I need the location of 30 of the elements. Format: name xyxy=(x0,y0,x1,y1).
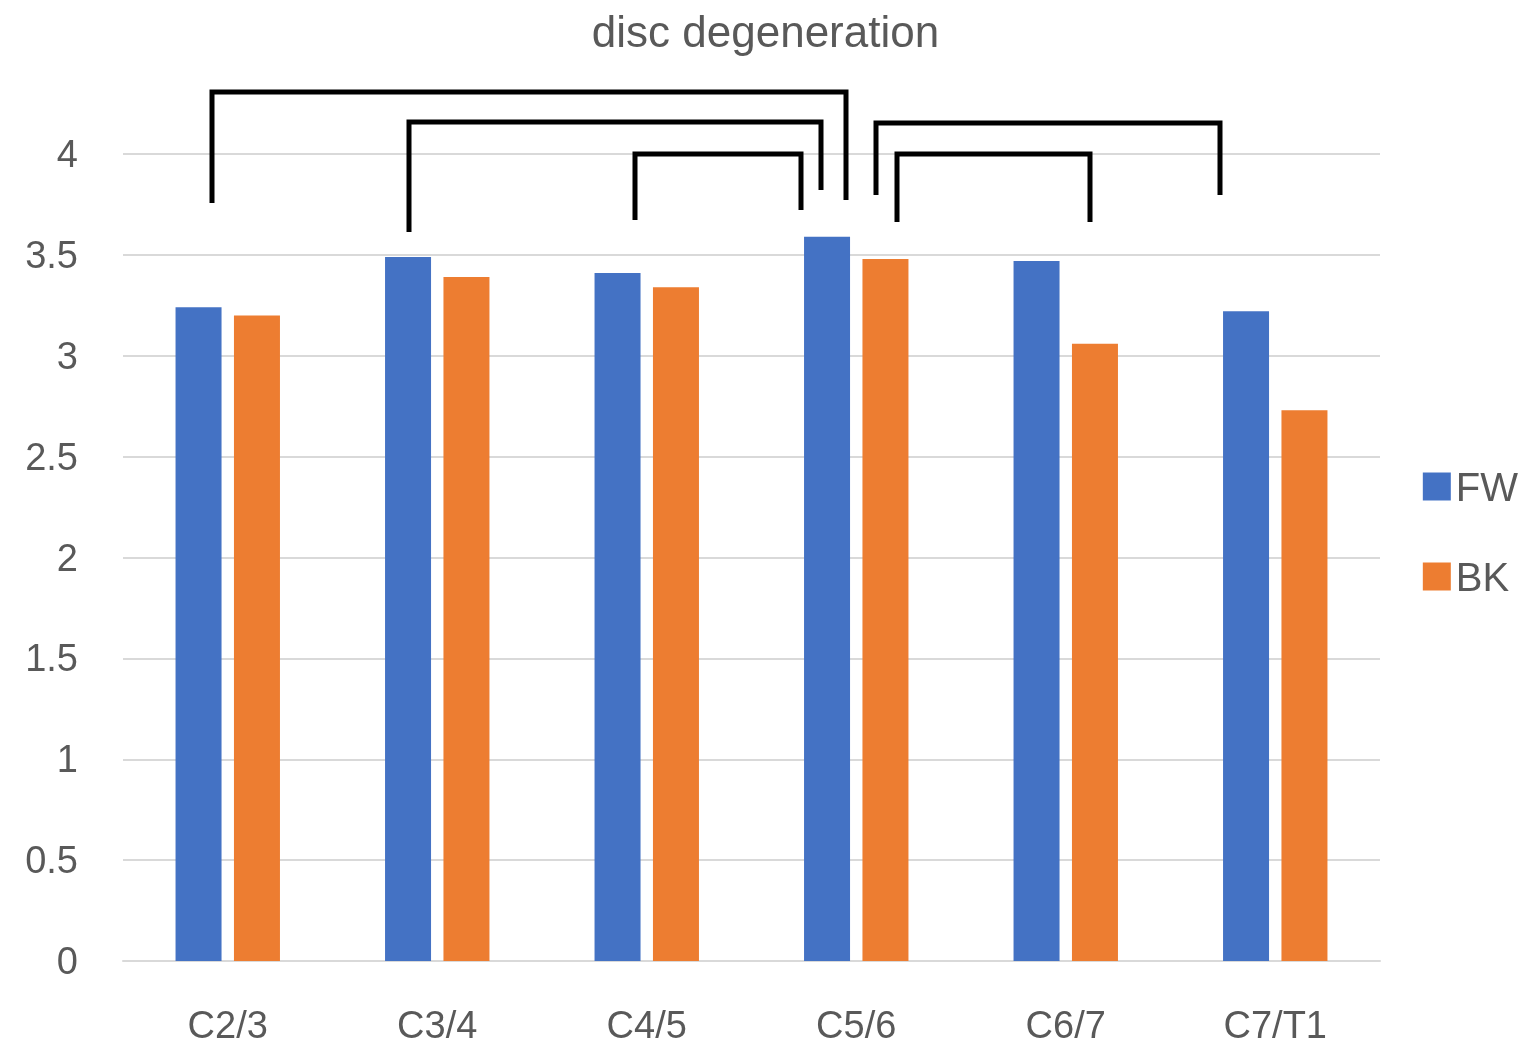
x-tick-label: C3/4 xyxy=(397,1004,478,1046)
x-tick-label: C6/7 xyxy=(1025,1004,1106,1046)
bar xyxy=(1071,343,1118,961)
y-tick-label: 2.5 xyxy=(25,435,78,478)
y-tick-label: 3.5 xyxy=(25,233,78,276)
bar xyxy=(233,315,280,961)
legend-label: BK xyxy=(1455,554,1510,599)
bar xyxy=(652,287,699,961)
bar xyxy=(443,277,490,961)
y-tick-label: 1 xyxy=(56,738,78,781)
bar xyxy=(1223,311,1270,961)
y-tick-label: 1.5 xyxy=(25,637,78,680)
bar xyxy=(175,307,222,961)
x-tick-label: C5/6 xyxy=(816,1004,897,1046)
y-tick-label: 0.5 xyxy=(25,839,78,882)
y-tick-label: 3 xyxy=(56,334,78,377)
bar xyxy=(594,273,641,961)
bar xyxy=(862,258,909,961)
y-tick-label: 0 xyxy=(56,940,78,982)
chart-title: disc degeneration xyxy=(591,6,940,56)
x-tick-label: C7/T1 xyxy=(1223,1004,1327,1046)
x-tick-label: C4/5 xyxy=(606,1004,687,1046)
x-tick-label: C2/3 xyxy=(187,1004,268,1046)
bar xyxy=(1013,260,1060,961)
y-tick-label: 4 xyxy=(56,133,78,175)
bar xyxy=(1281,410,1328,961)
bar xyxy=(385,256,432,961)
y-tick-label: 2 xyxy=(56,536,78,579)
legend-label: FW xyxy=(1455,464,1519,509)
bar xyxy=(804,236,851,961)
